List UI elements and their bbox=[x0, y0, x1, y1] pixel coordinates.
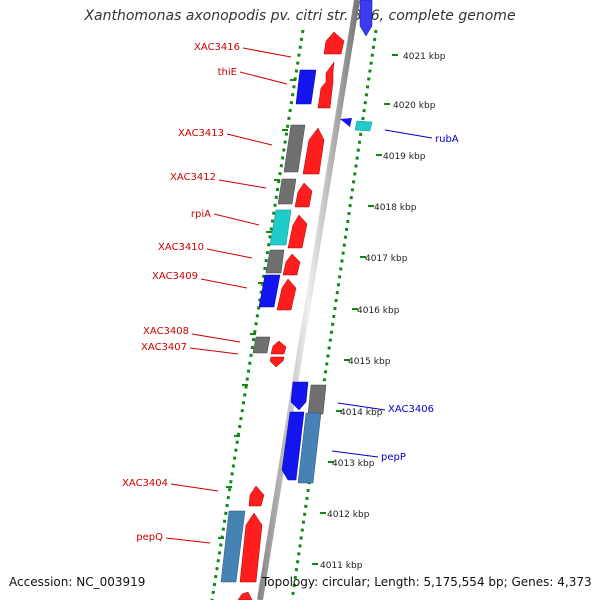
scale-tick-label: 4016 kbp bbox=[357, 306, 400, 316]
gene-arrow-blue bbox=[281, 411, 305, 481]
topology-text: Topology: circular; Length: 5,175,554 bp… bbox=[262, 575, 592, 589]
gene-label: XAC3412 bbox=[170, 172, 216, 183]
scale-tick-label: 4015 kbp bbox=[348, 357, 391, 367]
gene-label: XAC3407 bbox=[141, 342, 187, 353]
gene-box-gray bbox=[277, 178, 297, 205]
gene-label: rpiA bbox=[191, 209, 211, 220]
scale-tick-label: 4017 kbp bbox=[365, 254, 408, 264]
gene-label: XAC3408 bbox=[143, 326, 189, 337]
scale-tick-label: 4021 kbp bbox=[403, 52, 446, 62]
gene-arrow-blue bbox=[290, 381, 309, 411]
gene-label: pepQ bbox=[136, 532, 163, 543]
gene-label: XAC3409 bbox=[152, 271, 198, 282]
gene-arrow-red bbox=[239, 512, 263, 583]
gene-box-blue bbox=[258, 274, 281, 308]
gene-arrow-red bbox=[287, 214, 308, 249]
gene-arrow-blue bbox=[359, 0, 373, 37]
gene-label: XAC3410 bbox=[158, 242, 204, 253]
gene-arrow-red bbox=[276, 278, 297, 311]
scale-tick-label: 4014 kbp bbox=[340, 408, 383, 418]
gene-box-steel bbox=[297, 412, 322, 484]
gene-label: pepP bbox=[381, 452, 406, 463]
gene-features bbox=[220, 0, 373, 600]
gene-label: XAC3416 bbox=[194, 42, 240, 53]
gene-box-gray bbox=[252, 336, 271, 354]
gene-arrow-blue bbox=[340, 118, 352, 127]
genome-title: Xanthomonas axonopodis pv. citri str. 30… bbox=[84, 8, 516, 24]
scale-tick-label: 4011 kbp bbox=[320, 561, 363, 571]
gene-arrow-red bbox=[323, 31, 345, 55]
gene-arrow-red bbox=[282, 253, 301, 276]
gene-arrow-red bbox=[294, 182, 313, 208]
gene-labels: XAC3416 thiE XAC3413 XAC3412 rpiA XAC341… bbox=[122, 42, 459, 543]
gene-arrow-red bbox=[237, 591, 253, 600]
left-scale-line bbox=[210, 29, 305, 600]
gene-box-steel bbox=[220, 510, 246, 583]
scale-tick-label: 4012 kbp bbox=[327, 510, 370, 520]
gene-box-gray bbox=[265, 249, 285, 274]
genome-backbone bbox=[257, 0, 360, 600]
scale-tick-label: 4013 kbp bbox=[332, 459, 375, 469]
gene-label: XAC3413 bbox=[178, 128, 224, 139]
gene-arrow-blue bbox=[295, 69, 317, 105]
gene-label: XAC3406 bbox=[388, 404, 434, 415]
gene-label: thiE bbox=[218, 67, 237, 78]
gene-box-gray bbox=[283, 124, 306, 173]
gene-arrow-cyan bbox=[354, 120, 373, 132]
gene-label: rubA bbox=[435, 134, 459, 145]
gene-arrow-red bbox=[270, 340, 287, 355]
gene-arrow-red bbox=[248, 485, 265, 507]
leader-lines bbox=[165, 47, 433, 544]
gene-arrow-red bbox=[317, 61, 335, 109]
accession-text: Accession: NC_003919 bbox=[9, 575, 146, 589]
gene-box-gray bbox=[307, 384, 327, 415]
gene-arrow-red bbox=[269, 356, 285, 368]
gene-label: XAC3404 bbox=[122, 478, 168, 489]
gene-arrow-red bbox=[302, 127, 325, 175]
scale-tick-label: 4018 kbp bbox=[374, 203, 417, 213]
scale-ticks: 4021 kbp 4020 kbp 4019 kbp 4018 kbp 4017… bbox=[218, 52, 446, 571]
scale-tick-label: 4020 kbp bbox=[393, 101, 436, 111]
gene-box-cyan bbox=[269, 209, 292, 246]
scale-tick-label: 4019 kbp bbox=[383, 152, 426, 162]
